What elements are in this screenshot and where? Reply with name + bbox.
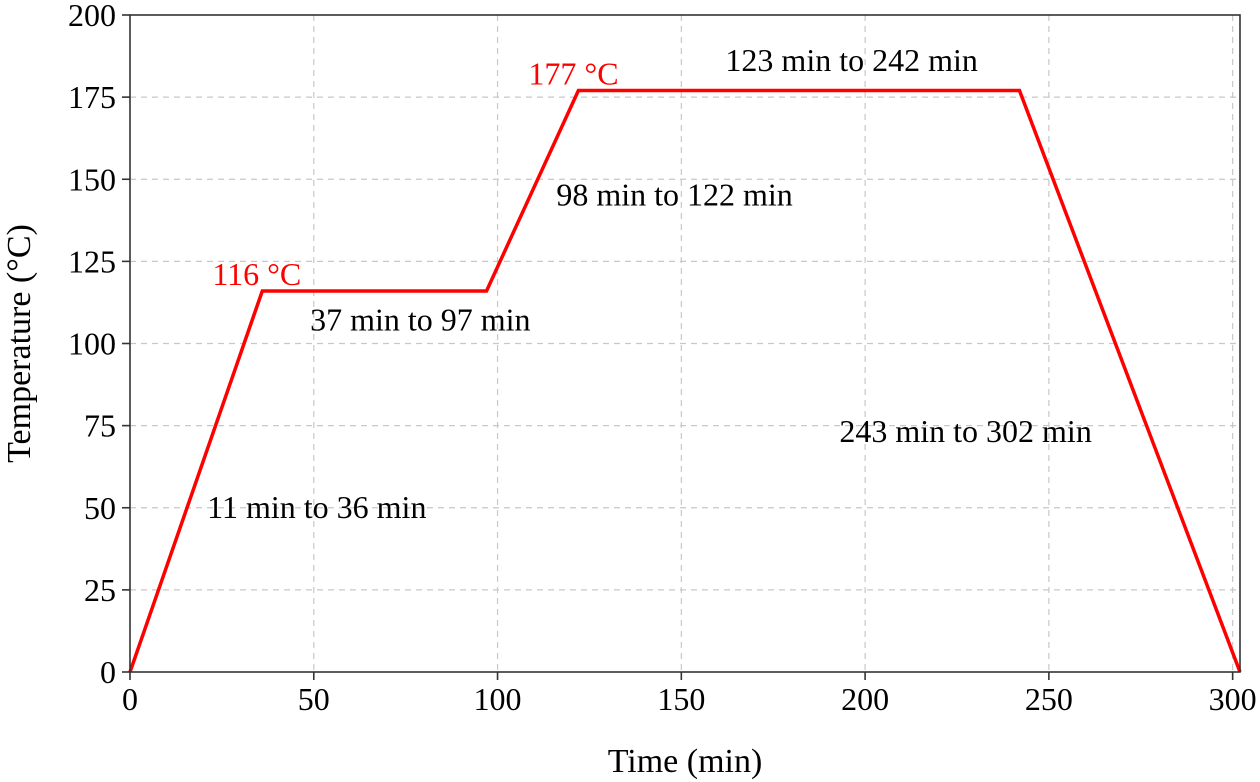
x-axis-title: Time (min) [608,743,763,780]
x-tick-label: 200 [841,681,889,717]
temperature-line [128,88,1242,673]
y-tick-label: 100 [68,326,116,362]
grid [130,15,1240,672]
x-tick-label: 300 [1209,681,1257,717]
annotation-label: 37 min to 97 min [310,302,530,338]
annotation-label: 243 min to 302 min [839,413,1091,449]
x-tick-label: 250 [1025,681,1073,717]
y-tick-label: 50 [84,490,116,526]
annotation-label: 123 min to 242 min [725,42,977,78]
y-tick-label: 200 [68,0,116,33]
y-tick-label: 175 [68,79,116,115]
annotation-label: 116 °C [212,256,301,292]
y-tick-label: 0 [100,654,116,690]
x-tick-label: 100 [474,681,522,717]
y-tick-label: 75 [84,408,116,444]
y-tick-label: 25 [84,572,116,608]
x-tick-label: 150 [657,681,705,717]
series-layer [128,88,1242,673]
annotations: 116 °C 177 °C 11 min to 36 min 37 min to 97… [207,42,1092,525]
axis-ticks: 0 50 100 150 200 250 300 0 25 50 75 100 125 150 175 200 [68,0,1257,717]
y-tick-label: 125 [68,243,116,279]
x-tick-label: 50 [298,681,330,717]
y-tick-label: 150 [68,161,116,197]
annotation-label: 98 min to 122 min [556,177,792,213]
y-axis-title: Temperature (°C) [1,224,38,463]
x-tick-label: 0 [122,681,138,717]
annotation-label: 177 °C [528,56,618,92]
annotation-label: 11 min to 36 min [207,489,426,525]
